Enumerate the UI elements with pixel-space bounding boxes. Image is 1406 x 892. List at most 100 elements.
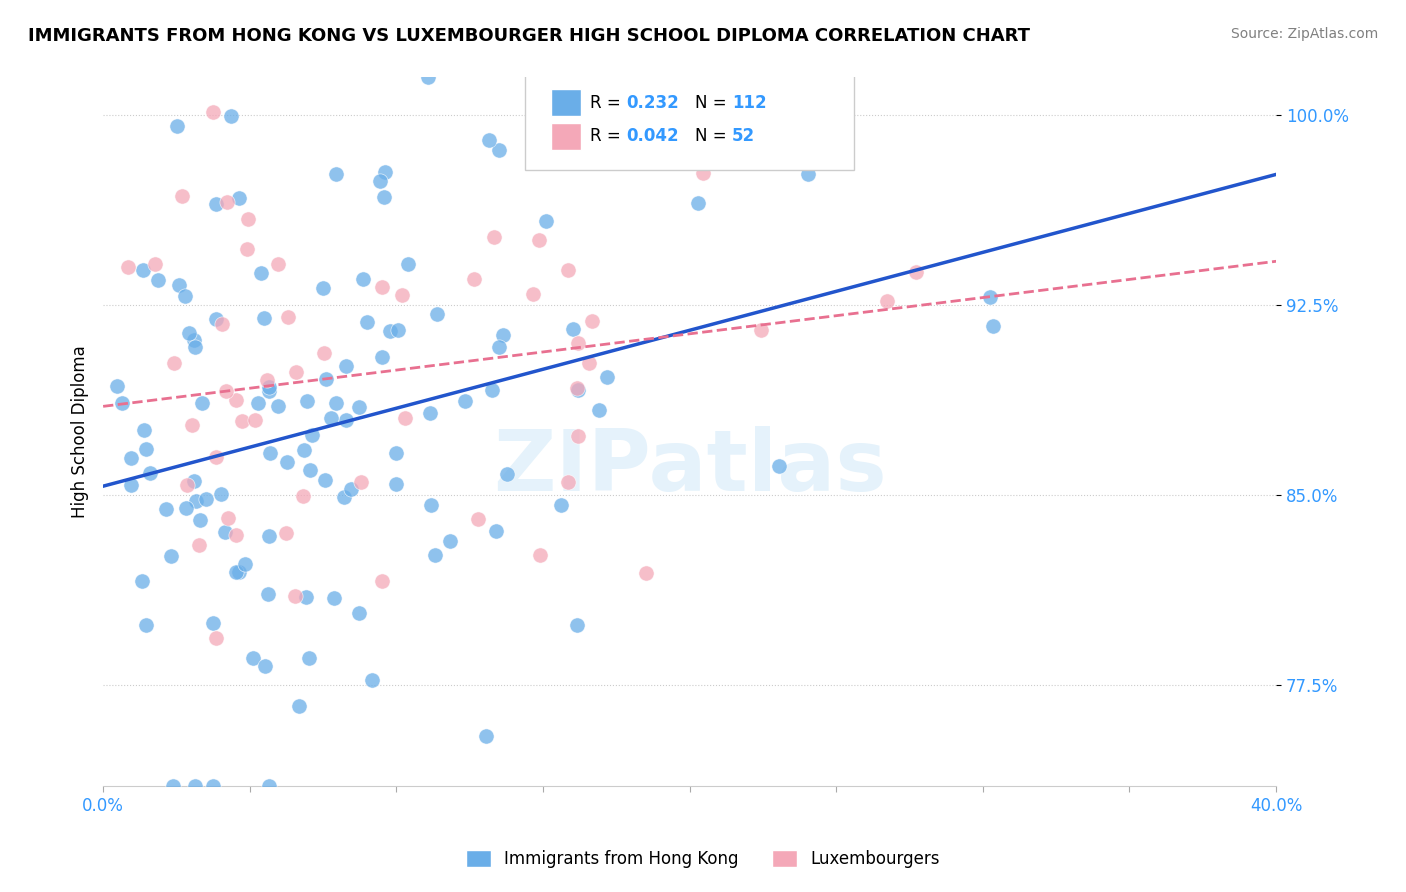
- Point: [454, 393, 477, 408]
- Point: [217, 511, 239, 525]
- Point: [361, 673, 384, 687]
- Point: [146, 273, 169, 287]
- Point: [225, 392, 247, 407]
- Point: [253, 659, 276, 673]
- Point: [120, 478, 142, 492]
- Point: [215, 195, 238, 210]
- Point: [475, 729, 498, 743]
- Point: [202, 779, 225, 793]
- Point: [561, 322, 583, 336]
- Point: [214, 525, 236, 540]
- Point: [257, 384, 280, 399]
- Point: [276, 526, 298, 541]
- Point: [373, 190, 395, 204]
- Point: [426, 307, 449, 321]
- Point: [167, 278, 190, 293]
- Point: [335, 359, 357, 373]
- Point: [420, 499, 443, 513]
- Point: [184, 494, 207, 508]
- Text: R =: R =: [591, 94, 626, 112]
- Point: [287, 699, 309, 714]
- Point: [173, 289, 195, 303]
- Point: [352, 272, 374, 286]
- Point: [314, 346, 336, 360]
- Point: [135, 618, 157, 632]
- Point: [391, 287, 413, 301]
- Point: [247, 396, 270, 410]
- Point: [176, 478, 198, 492]
- Point: [243, 413, 266, 427]
- Point: [323, 591, 346, 605]
- Point: [183, 779, 205, 793]
- Point: [253, 310, 276, 325]
- Point: [374, 165, 396, 179]
- Point: [257, 529, 280, 543]
- Point: [768, 458, 790, 473]
- Point: [419, 406, 441, 420]
- Point: [797, 167, 820, 181]
- Point: [567, 428, 589, 442]
- Point: [778, 95, 800, 110]
- Text: R =: R =: [591, 128, 626, 145]
- Point: [335, 413, 357, 427]
- Point: [557, 263, 579, 277]
- Point: [312, 280, 335, 294]
- Point: [378, 324, 401, 338]
- Point: [347, 606, 370, 620]
- Point: [204, 197, 226, 211]
- Point: [162, 779, 184, 793]
- Point: [188, 513, 211, 527]
- Point: [314, 473, 336, 487]
- Point: [488, 143, 510, 157]
- Point: [385, 446, 408, 460]
- Point: [596, 369, 619, 384]
- Point: [184, 340, 207, 354]
- Point: [163, 356, 186, 370]
- Bar: [551, 123, 581, 150]
- Point: [236, 242, 259, 256]
- Point: [905, 265, 928, 279]
- Point: [876, 294, 898, 309]
- Text: 112: 112: [733, 94, 766, 112]
- Point: [297, 393, 319, 408]
- Point: [634, 566, 657, 580]
- Point: [578, 356, 600, 370]
- Point: [225, 528, 247, 542]
- Point: [394, 410, 416, 425]
- Point: [292, 489, 315, 503]
- Point: [204, 631, 226, 645]
- Point: [183, 475, 205, 489]
- Point: [139, 466, 162, 480]
- Point: [478, 133, 501, 147]
- Point: [111, 395, 134, 409]
- Point: [332, 491, 354, 505]
- Point: [385, 477, 408, 491]
- Point: [259, 445, 281, 459]
- Point: [143, 257, 166, 271]
- Point: [191, 395, 214, 409]
- Point: [567, 381, 589, 395]
- Text: N =: N =: [696, 128, 733, 145]
- Point: [522, 286, 544, 301]
- Point: [550, 498, 572, 512]
- Point: [565, 618, 588, 632]
- Point: [529, 549, 551, 563]
- Point: [180, 417, 202, 432]
- Point: [256, 373, 278, 387]
- Point: [588, 402, 610, 417]
- Text: ZIPatlas: ZIPatlas: [492, 425, 887, 508]
- Point: [557, 475, 579, 490]
- Point: [228, 566, 250, 580]
- Point: [485, 524, 508, 539]
- Text: 0.232: 0.232: [626, 94, 679, 112]
- Point: [321, 410, 343, 425]
- Point: [396, 257, 419, 271]
- Point: [215, 384, 238, 398]
- FancyBboxPatch shape: [526, 70, 853, 169]
- Point: [567, 383, 589, 397]
- Point: [231, 413, 253, 427]
- Point: [284, 365, 307, 379]
- Point: [172, 189, 194, 203]
- Point: [233, 558, 256, 572]
- Point: [236, 211, 259, 226]
